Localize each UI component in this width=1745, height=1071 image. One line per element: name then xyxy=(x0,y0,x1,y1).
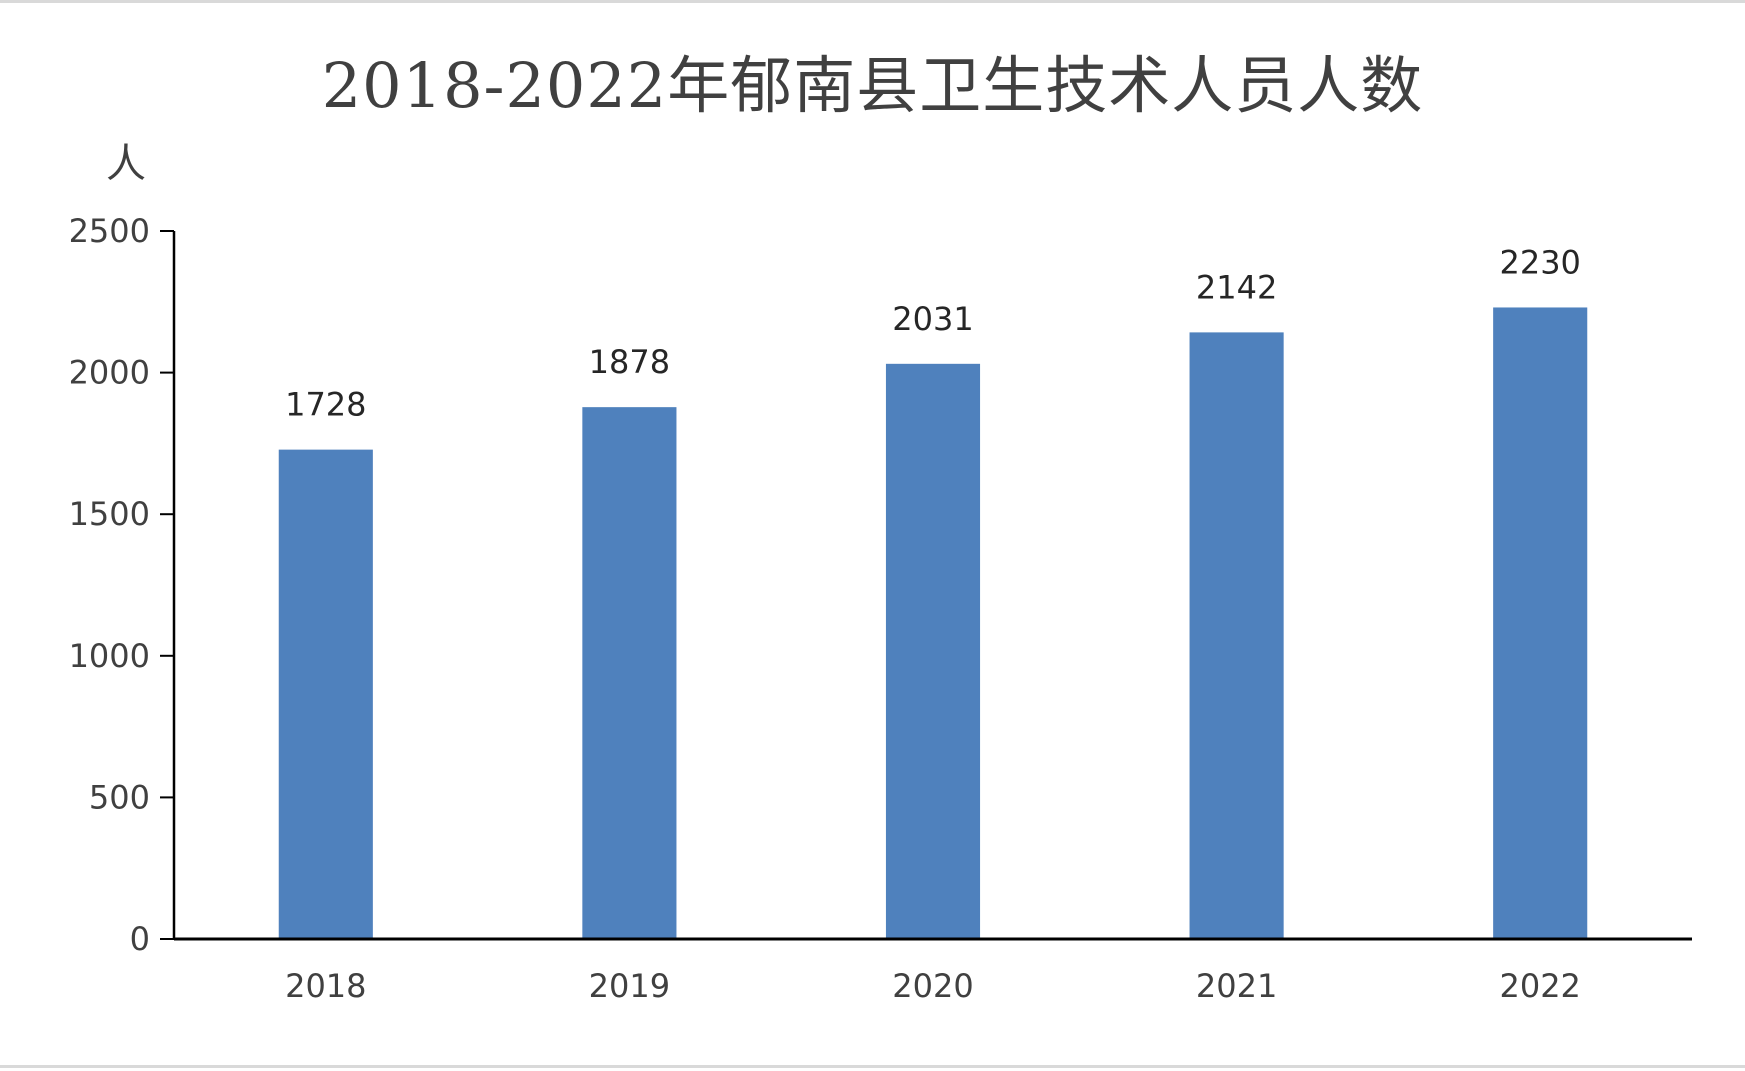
bar-2019 xyxy=(582,407,677,939)
y-tick-label: 2500 xyxy=(69,212,150,250)
y-tick-label: 1500 xyxy=(69,495,150,533)
chart-title: 2018-2022年郁南县卫生技术人员人数 xyxy=(321,49,1424,122)
y-tick-label: 500 xyxy=(89,778,150,816)
value-label-2019: 1878 xyxy=(589,343,670,381)
x-tick-label-2020: 2020 xyxy=(892,967,973,1005)
bar-chart: 0 500 1000 1500 2000 2500 1728 1878 2031 2142 223… xyxy=(69,212,1692,1005)
bars xyxy=(278,307,1588,939)
y-tick-label: 0 xyxy=(130,920,150,958)
value-label-2018: 1728 xyxy=(285,386,366,424)
y-axis-unit-label: 人 xyxy=(106,141,146,187)
x-tick-label-2022: 2022 xyxy=(1499,967,1580,1005)
bar-2022 xyxy=(1493,307,1588,939)
bar-2018 xyxy=(278,449,373,939)
bar-2020 xyxy=(885,363,981,939)
value-label-2020: 2031 xyxy=(892,300,973,338)
y-axis: 0 500 1000 1500 2000 2500 xyxy=(69,212,176,958)
y-tick-label: 1000 xyxy=(69,637,150,675)
value-label-2022: 2230 xyxy=(1499,243,1580,281)
bar-2021 xyxy=(1189,332,1284,939)
value-labels: 1728 1878 2031 2142 2230 xyxy=(285,243,1581,423)
y-tick-label: 2000 xyxy=(69,354,150,392)
x-tick-label-2018: 2018 xyxy=(285,967,366,1005)
x-axis: 2018 2019 2020 2021 2022 xyxy=(174,937,1692,1005)
x-tick-label-2021: 2021 xyxy=(1196,967,1277,1005)
x-tick-label-2019: 2019 xyxy=(589,967,670,1005)
value-label-2021: 2142 xyxy=(1196,268,1277,306)
